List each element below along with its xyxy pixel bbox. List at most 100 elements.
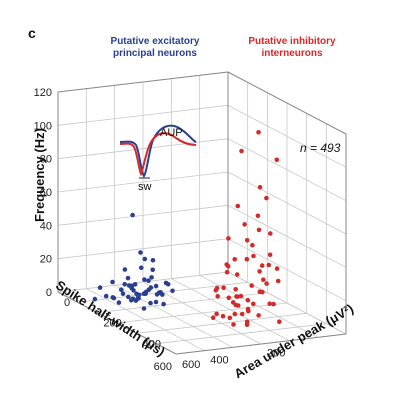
data-point-inhibitory bbox=[271, 301, 276, 307]
z-tick-label: 120 bbox=[34, 87, 52, 99]
panel-label: c bbox=[28, 25, 36, 41]
grid-line-x-floor bbox=[57, 271, 229, 293]
data-point-inhibitory bbox=[249, 283, 254, 288]
data-point-inhibitory bbox=[233, 287, 238, 292]
data-point-excitatory bbox=[142, 256, 148, 262]
group-label-excitatory-line1: Putative excitatory bbox=[111, 36, 200, 47]
axes-frame bbox=[57, 71, 347, 355]
data-point-excitatory bbox=[122, 267, 128, 272]
data-point-excitatory bbox=[146, 278, 151, 284]
data-point-excitatory bbox=[139, 265, 144, 271]
data-point-excitatory bbox=[138, 250, 143, 255]
inset-waveform-excitatory bbox=[119, 124, 197, 178]
group-label-inhibitory-line1: Putative inhibitory bbox=[248, 36, 336, 47]
data-point-inhibitory bbox=[239, 148, 244, 154]
grid-line-x-floor bbox=[116, 302, 288, 324]
data-point-excitatory bbox=[130, 212, 135, 218]
data-point-inhibitory bbox=[267, 301, 273, 307]
data-point-inhibitory bbox=[235, 303, 241, 308]
grid-line-x-floor bbox=[156, 323, 327, 345]
data-point-excitatory bbox=[126, 294, 131, 300]
data-point-excitatory bbox=[150, 267, 155, 273]
data-point-inhibitory bbox=[260, 289, 265, 295]
data-point-inhibitory bbox=[255, 213, 261, 219]
data-point-excitatory bbox=[154, 292, 160, 297]
z-tick-label: 40 bbox=[40, 220, 52, 232]
data-point-inhibitory bbox=[232, 257, 237, 262]
data-point-excitatory bbox=[150, 258, 156, 263]
z-tick-label: 80 bbox=[40, 154, 52, 166]
data-point-inhibitory bbox=[244, 256, 250, 262]
data-point-excitatory bbox=[143, 291, 148, 297]
data-point-excitatory bbox=[146, 287, 152, 293]
group-label-inhibitory: Putative inhibitory interneurons bbox=[248, 36, 336, 59]
data-points bbox=[92, 130, 282, 328]
data-point-inhibitory bbox=[245, 297, 251, 303]
data-point-inhibitory bbox=[226, 236, 231, 241]
data-point-inhibitory bbox=[257, 185, 263, 190]
inset-waveform-inhibitory bbox=[119, 132, 197, 177]
data-point-excitatory bbox=[92, 296, 98, 302]
frame-edge-floor-front-left bbox=[57, 291, 177, 355]
y-tick-label: 400 bbox=[210, 354, 228, 366]
data-point-excitatory bbox=[148, 300, 153, 306]
data-point-excitatory bbox=[110, 295, 116, 300]
x-tick-label: 200 bbox=[103, 318, 121, 330]
z-tick-label: 60 bbox=[40, 187, 52, 199]
data-point-inhibitory bbox=[235, 203, 241, 209]
data-point-inhibitory bbox=[251, 301, 256, 307]
data-point-excitatory bbox=[125, 275, 131, 281]
grid-line-x-floor bbox=[136, 312, 307, 334]
frame-edge-top-right bbox=[227, 71, 347, 135]
data-point-inhibitory bbox=[267, 252, 273, 258]
data-point-inhibitory bbox=[225, 264, 231, 269]
data-point-inhibitory bbox=[259, 263, 265, 268]
data-point-excitatory bbox=[110, 279, 115, 285]
data-point-inhibitory bbox=[239, 311, 245, 317]
data-point-excitatory bbox=[160, 292, 165, 297]
data-point-inhibitory bbox=[210, 315, 216, 321]
data-point-excitatory bbox=[142, 277, 147, 282]
data-point-inhibitory bbox=[214, 285, 220, 291]
data-point-excitatory bbox=[122, 282, 127, 287]
waveform-inset: sw AUP bbox=[119, 124, 197, 193]
x-tick-label: 0 bbox=[64, 297, 70, 309]
data-point-inhibitory bbox=[227, 315, 233, 321]
data-point-excitatory bbox=[153, 283, 159, 289]
data-point-excitatory bbox=[161, 301, 166, 307]
data-point-inhibitory bbox=[234, 272, 240, 277]
data-point-inhibitory bbox=[242, 222, 247, 227]
data-point-inhibitory bbox=[230, 300, 236, 305]
data-point-inhibitory bbox=[256, 130, 261, 135]
data-point-inhibitory bbox=[214, 311, 219, 317]
frame-edge-floor-front-right bbox=[175, 333, 347, 355]
data-point-inhibitory bbox=[226, 295, 232, 301]
data-point-inhibitory bbox=[264, 195, 269, 201]
data-point-inhibitory bbox=[256, 313, 261, 318]
data-point-inhibitory bbox=[250, 242, 255, 248]
n-count-label: n = 493 bbox=[300, 141, 341, 155]
data-point-inhibitory bbox=[275, 278, 281, 284]
data-point-excitatory bbox=[120, 291, 126, 297]
z-tick-label: 20 bbox=[40, 254, 52, 266]
data-point-excitatory bbox=[116, 300, 122, 305]
data-point-inhibitory bbox=[274, 266, 280, 271]
data-point-inhibitory bbox=[261, 277, 266, 283]
data-point-excitatory bbox=[141, 306, 147, 311]
data-point-inhibitory bbox=[277, 319, 282, 325]
x-tick-label: 600 bbox=[182, 359, 200, 371]
data-point-inhibitory bbox=[268, 231, 273, 236]
data-point-inhibitory bbox=[256, 227, 262, 233]
data-point-excitatory bbox=[97, 285, 103, 290]
data-point-inhibitory bbox=[220, 313, 226, 319]
group-label-inhibitory-line2: interneurons bbox=[261, 48, 323, 59]
data-point-inhibitory bbox=[235, 294, 240, 299]
data-point-excitatory bbox=[170, 288, 175, 294]
data-point-excitatory bbox=[129, 283, 135, 289]
y-tick-label: 600 bbox=[154, 361, 172, 373]
data-point-excitatory bbox=[130, 296, 136, 302]
data-point-inhibitory bbox=[231, 322, 236, 327]
data-point-excitatory bbox=[165, 282, 171, 287]
